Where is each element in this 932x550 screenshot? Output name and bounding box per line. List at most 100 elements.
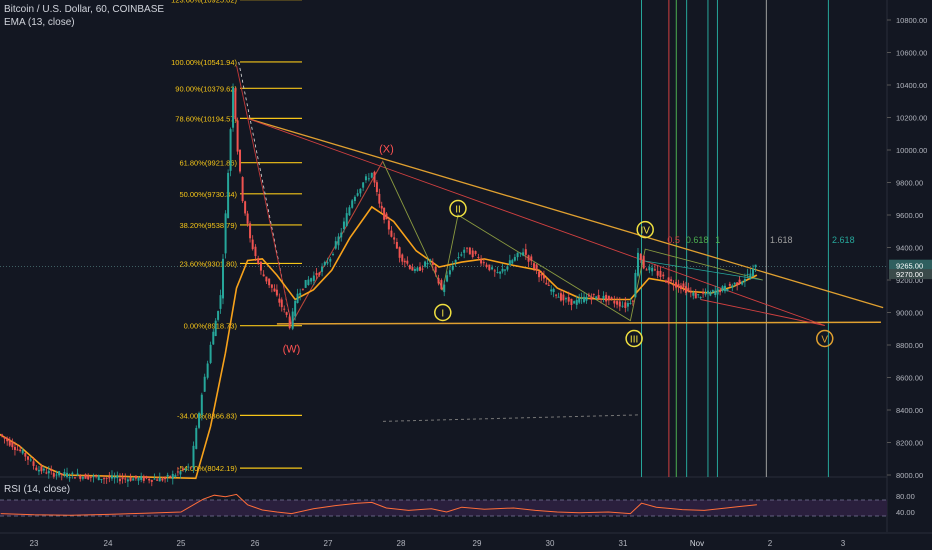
time-axis-label-9: Nov [690,539,704,548]
time-axis-label-7: 30 [546,539,555,548]
candle-body [176,471,179,473]
candle-body [533,263,536,269]
candle-body [411,267,414,271]
candle-body [254,246,257,257]
candle-body [557,296,560,298]
candle-body [716,288,719,295]
candle-body [124,478,127,480]
candle-body [743,279,746,282]
candle-body [550,289,553,292]
candle-body [239,149,242,172]
candle-body [677,283,680,288]
candle-body [679,285,682,290]
fib-level-label-7: 23.60%(9301.80) [179,259,237,268]
candle-body [406,260,409,264]
ema-line [0,205,758,480]
candle-body [684,286,687,293]
candle-body [304,280,307,288]
candle-body [726,289,729,292]
candle-body [540,274,543,276]
candle-body [212,331,215,345]
candle-body [296,293,299,303]
price-axis-label-11: 8600.00 [896,374,923,383]
candle-body [403,260,406,263]
candle-body [702,292,705,294]
candle-body [89,476,92,478]
candle-body [682,283,685,288]
candle-body [618,301,621,307]
time-axis-label-11: 3 [841,539,846,548]
candle-body [103,478,106,480]
candle-body [482,262,485,264]
candle-body [714,290,717,296]
candle-body [733,282,736,285]
candle-body [524,249,527,255]
candle-body [257,258,260,264]
wave-label-5: III [630,335,638,346]
candle-body [307,279,310,286]
candle-body [249,223,252,239]
candle-body [132,478,135,481]
candle-body [463,249,466,253]
candle-body [448,270,451,275]
candle-body [192,445,195,468]
candle-body [547,284,550,286]
candle-body [259,261,262,271]
candle-body [597,294,600,300]
candle-body [24,453,27,457]
time-axis-label-1: 24 [104,539,113,548]
fib-level-label-1: 100.00%(10541.94) [171,58,237,67]
candle-body [477,256,480,258]
candle-body [754,264,757,268]
candle-body [672,284,675,286]
price-axis-label-12: 8400.00 [896,406,923,415]
wxy-zigzag-path [236,65,384,326]
wave-label-4: IV [640,226,650,237]
candle-body [326,262,329,264]
candle-body [337,236,340,246]
candle-body [401,254,404,262]
candle-body [466,247,469,249]
candle-body [182,468,185,470]
candle-body [413,268,416,271]
candle-body [251,239,254,250]
rsi-indicator-label: RSI (14, close) [4,484,71,495]
candle-body [332,253,335,255]
candle-body [552,288,555,293]
candle-body [148,478,151,481]
candle-body [600,298,603,300]
candle-body [736,282,739,286]
candle-body [329,258,332,262]
candle-body [310,278,313,282]
candle-body [52,473,55,477]
candle-body [206,363,209,378]
candle-body [221,258,224,299]
candle-body [217,311,220,320]
candle-body [40,466,43,472]
fib-level-label-5: 50.00%(9730.34) [179,190,237,199]
candle-body [166,474,169,477]
candle-body [116,475,119,479]
candle-body [408,265,411,269]
candle-body [545,282,548,285]
candle-body [621,305,624,307]
candle-body [746,273,749,275]
candle-body [519,252,522,254]
price-axis-label-10: 8800.00 [896,341,923,350]
candle-body [506,266,509,270]
candle-body [241,177,244,202]
candle-body [219,295,222,309]
candle-body [653,269,656,271]
candle-body [610,297,613,300]
wave-label-0: (X) [379,143,394,155]
candle-body [275,289,278,296]
fib-time-label-3: 1.618 [770,235,793,245]
candle-body [634,272,637,298]
candle-body [728,283,731,286]
candle-body [440,280,443,290]
candle-body [749,273,752,279]
candle-body [58,471,61,476]
triangle-upper-line [247,117,884,309]
candle-body [731,285,734,288]
